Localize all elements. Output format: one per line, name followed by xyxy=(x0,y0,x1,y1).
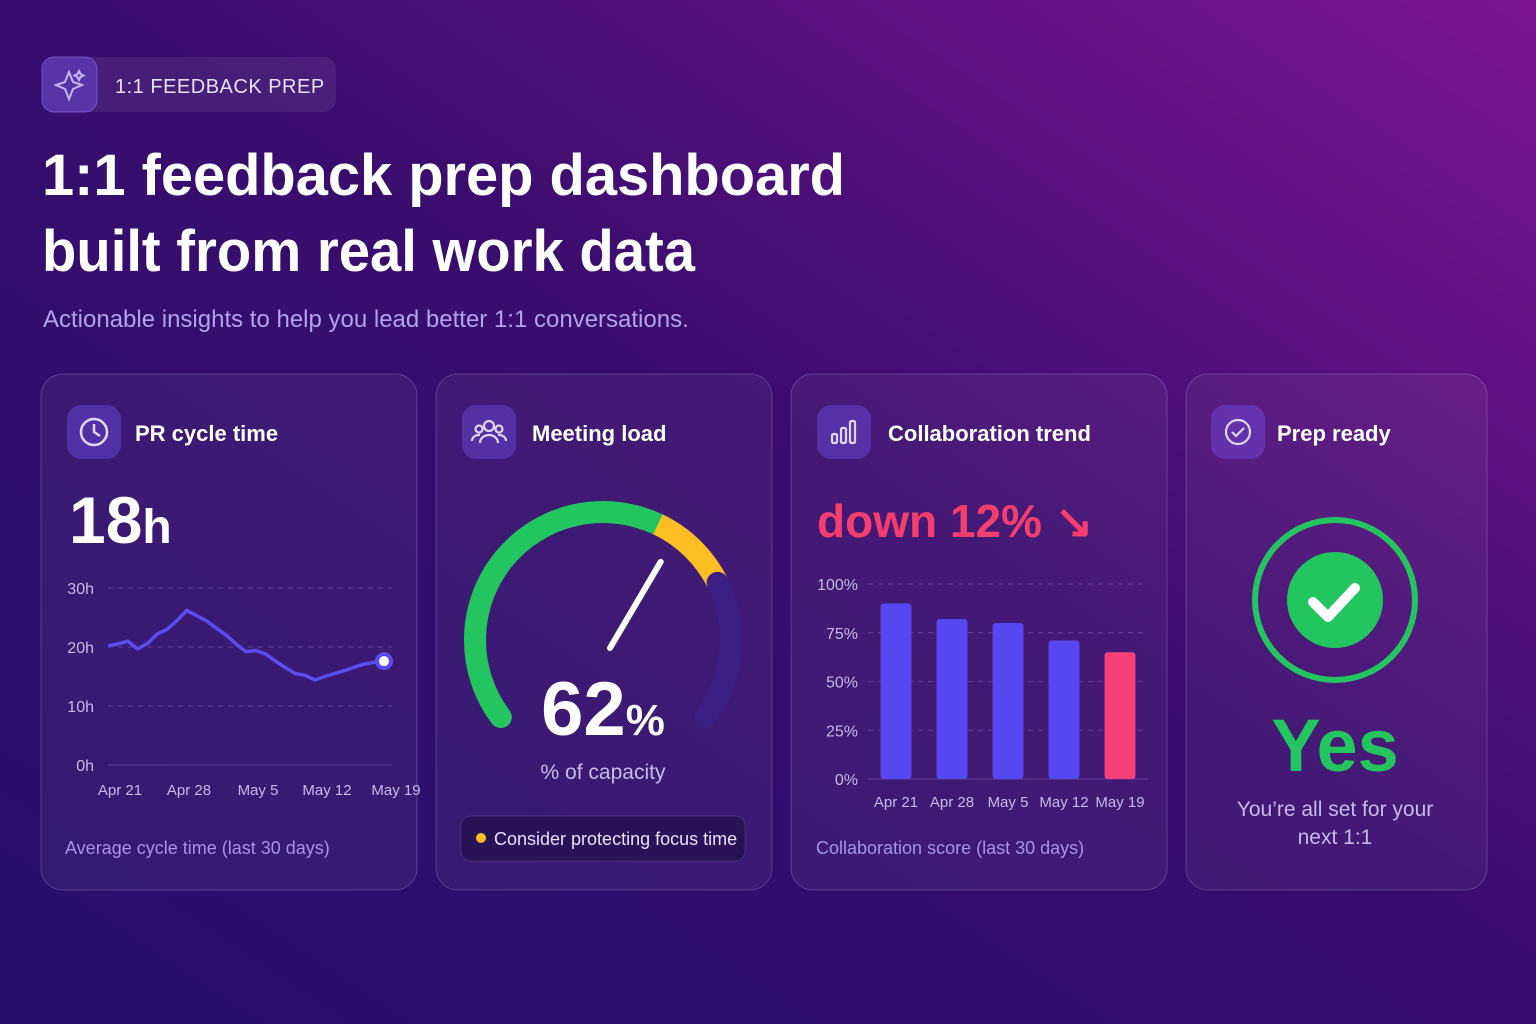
metric: 18h xyxy=(69,483,172,557)
gauge-value-part: % xyxy=(626,696,665,745)
icon-bg xyxy=(817,405,871,459)
metric-value: 18 xyxy=(69,483,142,557)
caption: next 1:1 xyxy=(1298,826,1373,849)
card-title: Meeting load xyxy=(532,421,666,446)
bar xyxy=(992,623,1024,779)
x-tick-label: Apr 28 xyxy=(930,794,974,811)
gauge-band xyxy=(464,501,669,729)
caption: Average cycle time (last 30 days) xyxy=(65,838,330,858)
y-tick-label: 25% xyxy=(826,723,858,740)
people-icon xyxy=(470,419,508,444)
metric-unit: h xyxy=(142,501,171,554)
card-title: Collaboration trend xyxy=(888,421,1091,446)
caption: % of capacity xyxy=(541,761,666,784)
bar xyxy=(880,603,912,779)
note-pill xyxy=(460,815,746,862)
x-tick-label: May 19 xyxy=(1095,794,1144,811)
x-tick-label: Apr 28 xyxy=(167,782,211,799)
bar xyxy=(1048,640,1080,779)
y-tick-label: 20h xyxy=(67,640,94,657)
x-tick-label: May 12 xyxy=(1039,794,1088,811)
gauge-value: 62% xyxy=(541,667,665,752)
title: built from real work data xyxy=(42,219,696,284)
y-tick-label: 10h xyxy=(67,699,94,716)
check-icon xyxy=(1224,418,1252,446)
note: Consider protecting focus time xyxy=(494,829,737,849)
end-point xyxy=(375,652,393,671)
bar xyxy=(936,619,968,779)
y-tick-label: 0% xyxy=(835,772,858,789)
clock-icon xyxy=(79,417,109,447)
clock-hand xyxy=(92,424,101,438)
x-tick-label: May 19 xyxy=(371,782,420,799)
y-tick-label: 75% xyxy=(826,626,858,643)
status-ring xyxy=(1252,517,1418,683)
status: Yes xyxy=(1271,704,1399,787)
x-tick-label: Apr 21 xyxy=(874,794,918,811)
badge xyxy=(42,57,336,112)
headline: down 12% ↘ xyxy=(817,495,1093,547)
badge-text: 1:1 FEEDBACK PREP xyxy=(115,76,325,98)
card: Prep ready Yes You’re all set for your n… xyxy=(1185,373,1488,891)
caption: Collaboration score (last 30 days) xyxy=(816,838,1084,858)
card: PR cycle time 18h Average cycle time (la… xyxy=(40,373,418,891)
x-tick-label: May 5 xyxy=(988,794,1029,811)
bars-icon xyxy=(830,419,857,445)
y-tick-label: 50% xyxy=(826,675,858,692)
y-tick-label: 100% xyxy=(817,577,858,594)
y-tick-label: 30h xyxy=(67,581,94,598)
x-tick-label: May 12 xyxy=(302,782,351,799)
title: 1:1 feedback prep dashboard xyxy=(42,143,845,208)
check-icon-mark xyxy=(1231,427,1245,438)
icon-bg xyxy=(1211,405,1265,459)
y-tick-label: 0h xyxy=(76,758,94,775)
caption: You’re all set for your xyxy=(1237,798,1434,821)
card: Meeting load % of capacity Consider prot… xyxy=(435,373,773,891)
subtitle: Actionable insights to help you lead bet… xyxy=(43,306,689,333)
card-title: PR cycle time xyxy=(135,421,278,446)
note-dot xyxy=(476,833,486,843)
needle xyxy=(607,558,664,651)
line xyxy=(107,608,385,682)
gauge-value-part: 62 xyxy=(541,667,626,752)
x-tick-label: May 5 xyxy=(238,782,279,799)
bar xyxy=(1104,652,1136,779)
gauge-band xyxy=(694,571,742,729)
card-bg xyxy=(40,373,418,891)
card-title: Prep ready xyxy=(1277,421,1391,446)
card-bg xyxy=(435,373,773,891)
status-check xyxy=(1308,583,1360,622)
badge-icon xyxy=(41,56,98,113)
status-disc xyxy=(1287,552,1383,648)
sparkle xyxy=(53,68,86,102)
x-tick-label: Apr 21 xyxy=(98,782,142,799)
